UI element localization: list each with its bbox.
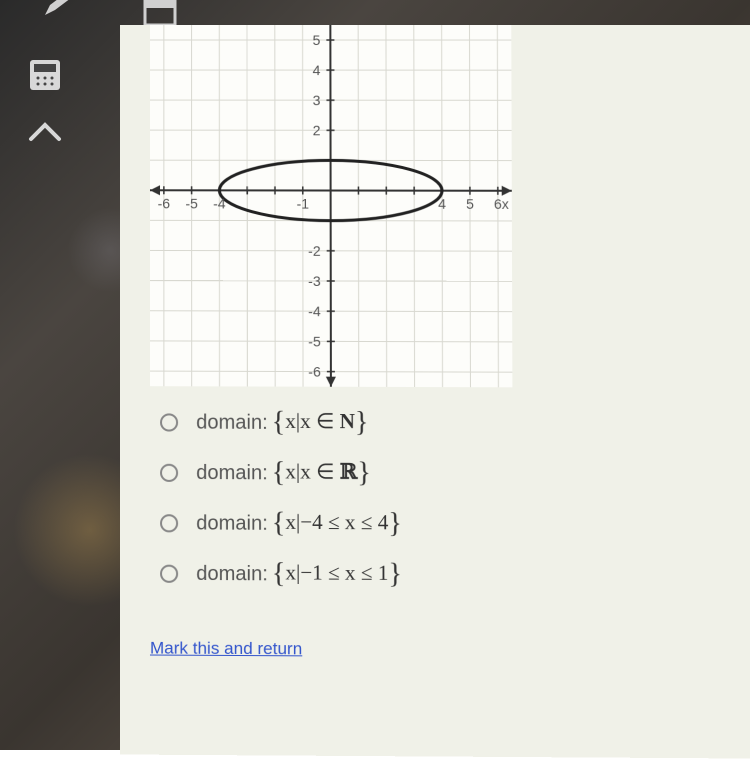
question-panel: -6-5-4-14562345-2-3-4-5-6x domain: {x|x …	[120, 25, 750, 759]
option-2[interactable]: domain: {x|x ∈ ℝ}	[160, 457, 735, 492]
option-math: {x|−1 ≤ x ≤ 1}	[272, 558, 402, 591]
coordinate-graph: -6-5-4-14562345-2-3-4-5-6x	[150, 25, 512, 387]
svg-text:-3: -3	[308, 273, 321, 289]
svg-text:-6: -6	[308, 363, 321, 379]
svg-text:-5: -5	[185, 195, 198, 211]
radio-1[interactable]	[160, 413, 178, 431]
svg-text:5: 5	[313, 32, 321, 48]
radio-3[interactable]	[160, 514, 178, 532]
option-math: {x|x ∈ ℝ}	[272, 457, 371, 490]
svg-text:4: 4	[438, 196, 446, 212]
radio-4[interactable]	[160, 565, 178, 583]
up-caret-icon[interactable]	[20, 108, 70, 158]
option-1[interactable]: domain: {x|x ∈ N}	[160, 406, 735, 440]
svg-text:-5: -5	[308, 333, 321, 349]
option-4[interactable]: domain: {x|−1 ≤ x ≤ 1}	[160, 558, 736, 593]
svg-text:3: 3	[313, 92, 321, 108]
option-label: domain:	[196, 461, 268, 484]
radio-2[interactable]	[160, 464, 178, 482]
svg-text:-4: -4	[308, 303, 321, 319]
svg-text:-6: -6	[158, 195, 171, 211]
mark-return-link[interactable]: Mark this and return	[150, 638, 302, 659]
calculator-icon[interactable]	[20, 50, 70, 100]
svg-text:5: 5	[466, 196, 474, 212]
sidebar	[0, 0, 90, 166]
svg-text:2: 2	[313, 122, 321, 138]
svg-text:-2: -2	[308, 243, 321, 259]
answer-options: domain: {x|x ∈ N} domain: {x|x ∈ ℝ} doma…	[150, 406, 736, 592]
svg-text:-1: -1	[297, 195, 310, 211]
svg-text:x: x	[502, 196, 509, 212]
option-label: domain:	[196, 411, 268, 434]
option-3[interactable]: domain: {x|−4 ≤ x ≤ 4}	[160, 507, 736, 542]
option-label: domain:	[196, 512, 268, 536]
option-math: {x|−4 ≤ x ≤ 4}	[272, 508, 402, 541]
option-math: {x|x ∈ N}	[272, 407, 369, 440]
svg-text:4: 4	[313, 62, 321, 78]
option-label: domain:	[196, 562, 268, 586]
svg-text:-4: -4	[213, 195, 226, 211]
graph-svg: -6-5-4-14562345-2-3-4-5-6x	[150, 25, 512, 387]
